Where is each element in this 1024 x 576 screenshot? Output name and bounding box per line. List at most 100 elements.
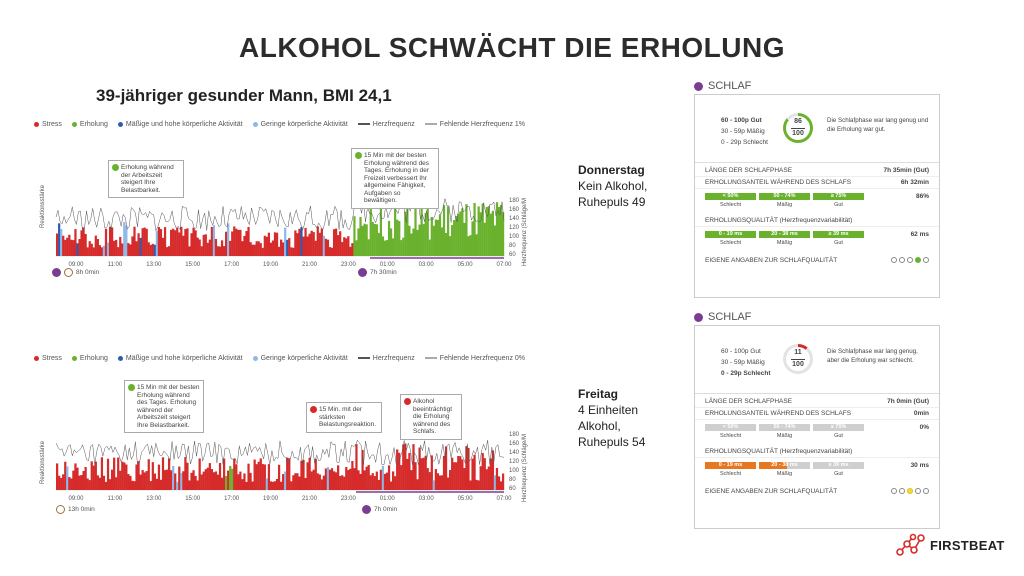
stress-recovery-bar (465, 446, 468, 490)
stress-recovery-bar (457, 456, 460, 490)
sleep-card-thursday: 60 - 100p Gut 30 - 59p Mäßig 0 - 29p Sch… (694, 94, 940, 298)
stress-recovery-bar (84, 233, 87, 256)
chart-thursday: Stress Erholung Mäßige und hohe körperli… (34, 118, 544, 283)
stress-recovery-bar (349, 246, 352, 256)
y-tick-label: 80 (509, 477, 516, 483)
stress-recovery-bar (424, 212, 427, 256)
stress-recovery-bar (314, 458, 317, 490)
stress-recovery-bar (499, 205, 503, 256)
y-tick-label: 80 (509, 243, 516, 249)
stress-recovery-bar (473, 454, 476, 490)
stress-recovery-bar (457, 213, 460, 256)
stress-recovery-bar (241, 241, 244, 256)
stress-recovery-bar (106, 458, 110, 490)
stress-recovery-bar (259, 243, 262, 256)
stress-recovery-bar (304, 227, 307, 256)
score-description: Die Schlafphase war lang genug, aber die… (827, 348, 918, 364)
stress-recovery-bar (288, 238, 291, 256)
annotation-alcohol: Alkohol beeinträchtigt die Erholung währ… (400, 394, 462, 440)
stress-recovery-bar (455, 462, 458, 490)
stress-recovery-bar (216, 246, 220, 256)
stress-recovery-bar (90, 243, 93, 256)
stress-recovery-bar (92, 465, 95, 490)
stress-recovery-bar (123, 462, 126, 490)
stress-recovery-bar (499, 481, 503, 490)
stress-recovery-bar (170, 229, 173, 256)
stress-recovery-bar (261, 247, 264, 256)
stress-recovery-bar (359, 473, 362, 490)
stress-recovery-bar (302, 459, 305, 490)
stress-recovery-bar (418, 447, 421, 490)
stress-recovery-bar (314, 240, 317, 256)
stress-recovery-bar (392, 471, 395, 490)
stress-recovery-bar (121, 243, 124, 256)
stress-recovery-bar (163, 470, 167, 490)
stress-recovery-bar (225, 475, 228, 490)
stress-recovery-bar (341, 475, 344, 490)
stress-recovery-bar (339, 475, 342, 490)
stress-recovery-bar (398, 221, 401, 256)
stress-recovery-bar (208, 239, 211, 256)
stress-recovery-bar (440, 475, 444, 490)
stress-recovery-bar (227, 470, 230, 490)
stress-recovery-bar (149, 244, 152, 256)
y-tick-label: 180 (509, 198, 520, 204)
stress-recovery-bar (241, 479, 244, 490)
stress-recovery-bar (231, 468, 234, 490)
stress-recovery-bar (267, 232, 271, 256)
stress-recovery-bar (320, 479, 323, 490)
stress-recovery-bar (131, 480, 134, 490)
y-axis-label-left: Reaktionsstärke (40, 440, 46, 484)
stress-recovery-bar (444, 446, 448, 490)
x-tick-label: 21:00 (302, 262, 318, 268)
stress-recovery-bar (94, 235, 97, 256)
annotation-best-recovery: 15 Min mit der besten Erholung während d… (351, 148, 439, 209)
stress-recovery-bar (115, 239, 118, 256)
stress-recovery-bar (414, 462, 417, 490)
stress-recovery-bar (269, 242, 273, 256)
stress-recovery-bar (265, 236, 268, 256)
stress-recovery-bar (440, 227, 444, 256)
smiley-icons[interactable] (891, 257, 929, 263)
annotation-best-recovery: 15 Min mit der besten Erholung während d… (124, 380, 204, 433)
stress-recovery-bar (485, 207, 488, 256)
stress-recovery-bar (82, 227, 85, 256)
stress-recovery-bar (473, 203, 476, 256)
stress-recovery-bar (402, 444, 405, 490)
stress-recovery-bar (60, 477, 63, 490)
x-tick-label: 17:00 (224, 262, 240, 268)
own-sleep-rating: EIGENE ANGABEN ZUR SCHLAFQUALITÄT (695, 484, 939, 498)
stress-recovery-bar (485, 469, 488, 490)
stress-recovery-bar (275, 478, 279, 490)
x-tick-label: 21:00 (302, 496, 318, 502)
stress-recovery-bar (489, 213, 492, 256)
stress-recovery-bar (198, 239, 201, 256)
x-tick-label: 07:00 (496, 496, 512, 502)
y-axis-label-right: Herzfrequenz (Schläge/M (522, 433, 528, 502)
stress-recovery-bar (174, 473, 177, 490)
chart-legend: Stress Erholung Mäßige und hohe körperli… (34, 118, 544, 130)
heart-rate-line (55, 439, 505, 466)
stress-recovery-bar (318, 474, 321, 490)
stress-recovery-bar (369, 475, 372, 490)
x-tick-label: 01:00 (380, 262, 396, 268)
stress-recovery-bar (108, 226, 112, 256)
smiley-icons[interactable] (891, 488, 929, 494)
stress-recovery-bar (422, 224, 425, 256)
stress-recovery-bar (387, 220, 391, 256)
stress-recovery-bar (416, 229, 419, 256)
sleep-card-header: SCHLAF (694, 311, 751, 323)
stress-recovery-bar (320, 228, 323, 256)
recovery-quality-bars: 0 - 19 ms 20 - 38 ms ≥ 39 ms 30 ms (695, 460, 939, 471)
stress-recovery-bar (469, 235, 472, 256)
stress-recovery-bar (110, 227, 114, 256)
stress-recovery-bar (394, 476, 397, 490)
stress-recovery-bar (282, 474, 285, 490)
stress-recovery-bar (188, 480, 191, 490)
stress-recovery-bar (251, 244, 254, 256)
stress-recovery-bar (275, 232, 279, 256)
stress-recovery-bar (90, 461, 93, 490)
stress-recovery-bar (389, 228, 393, 256)
stress-recovery-bar (133, 481, 136, 490)
stress-recovery-bar (78, 475, 81, 490)
